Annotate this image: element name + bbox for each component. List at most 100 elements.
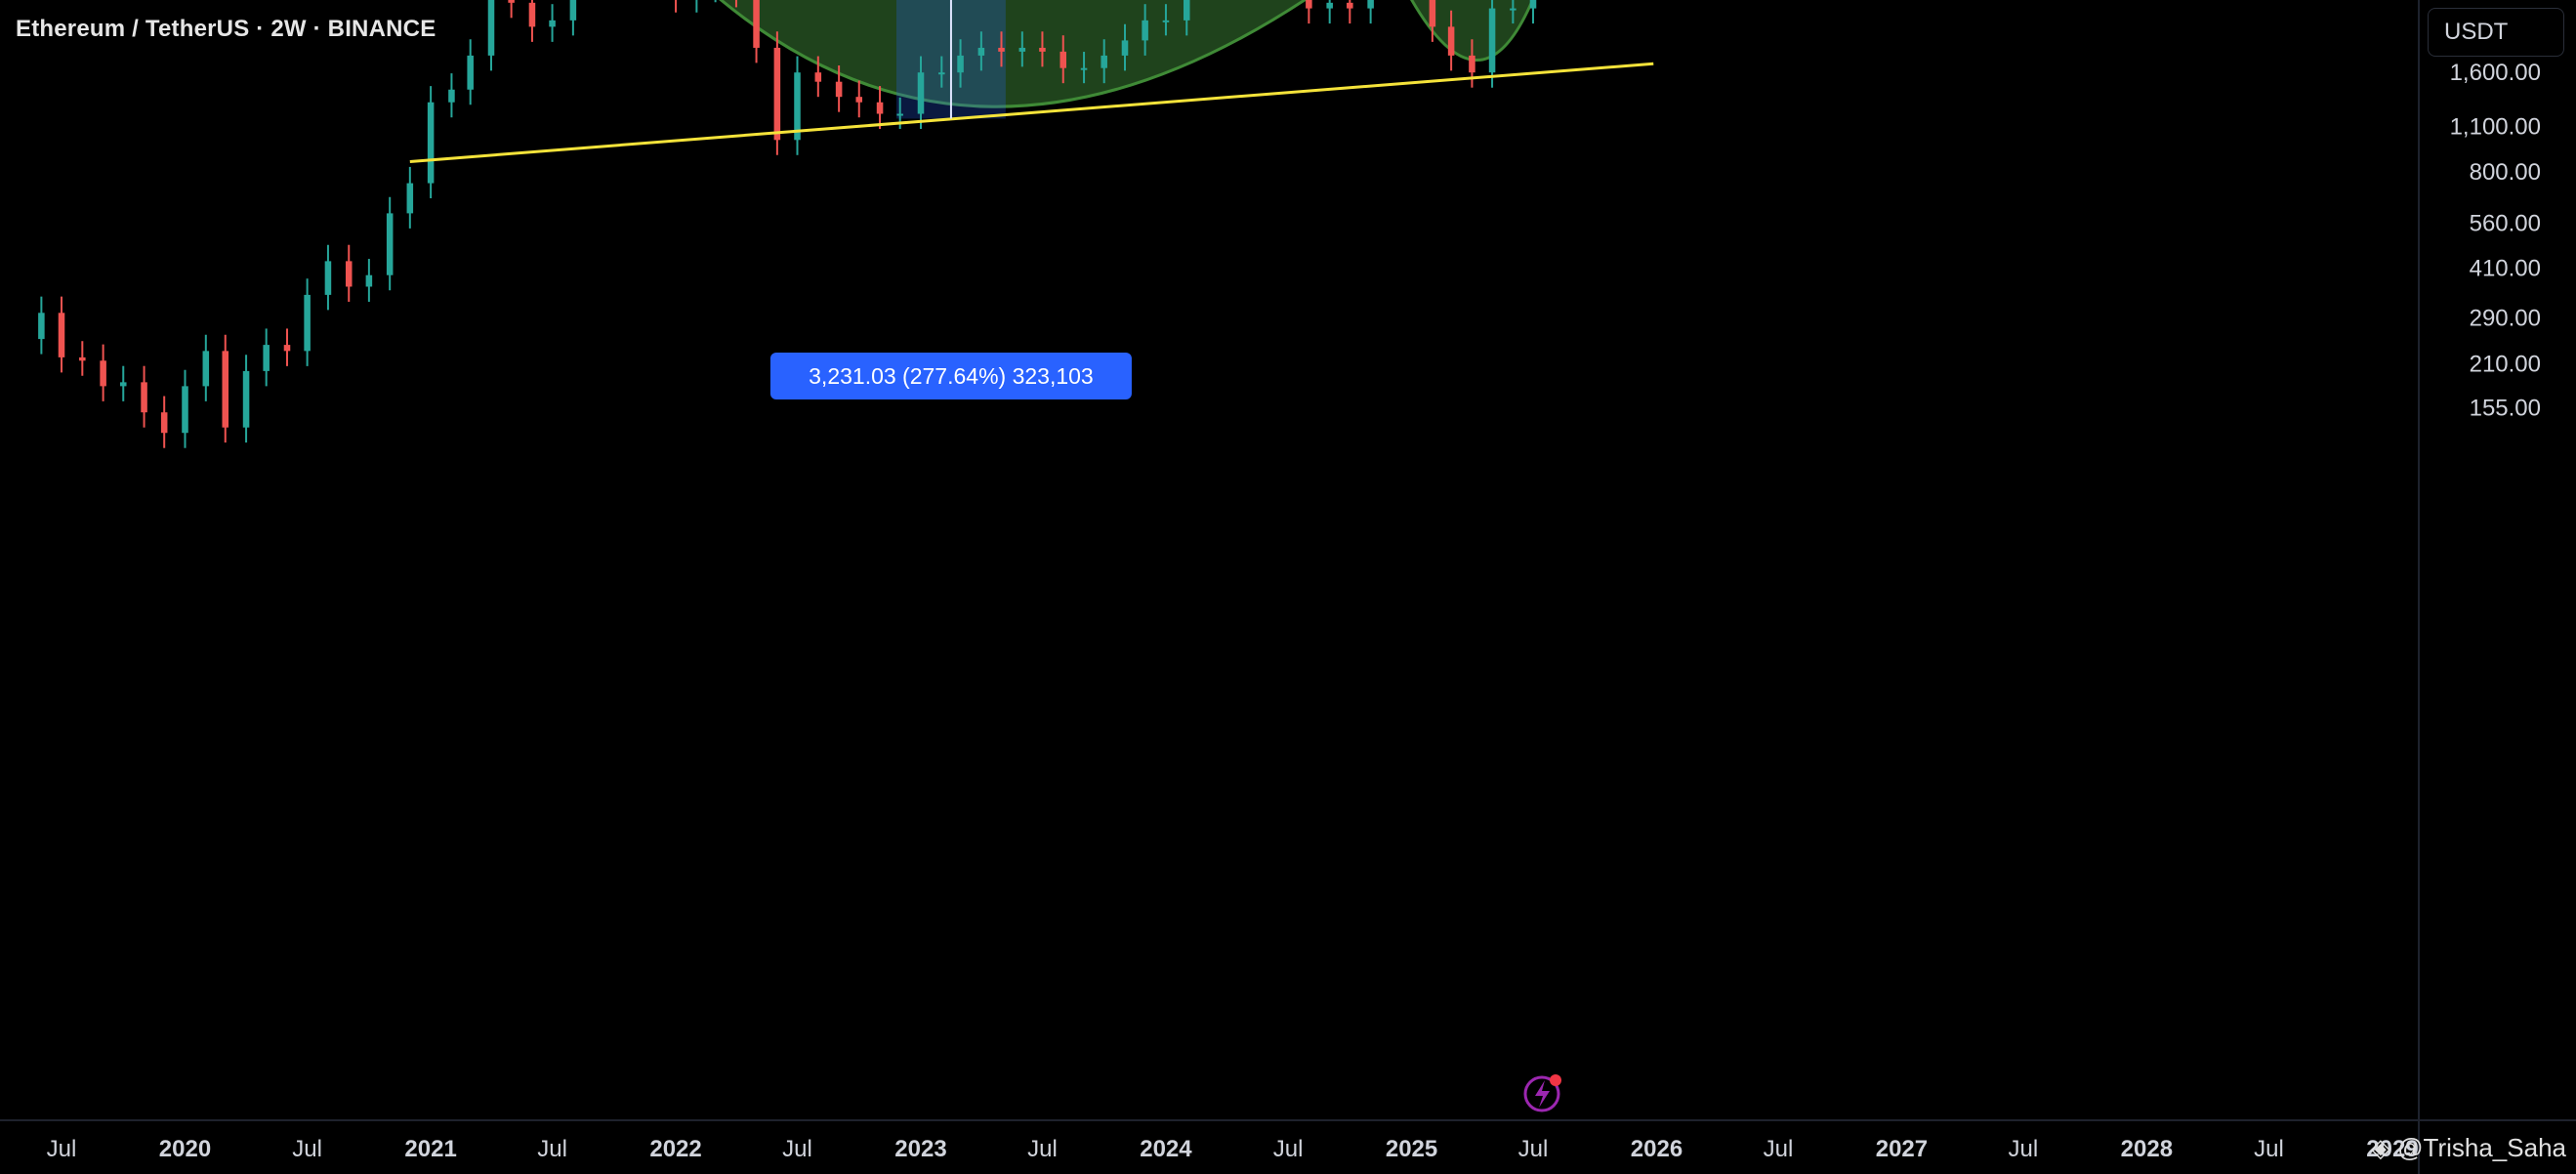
candle-body <box>917 72 925 114</box>
candle <box>773 31 781 155</box>
candle-body <box>876 102 884 114</box>
candle-body <box>1039 47 1046 52</box>
x-tick-label: 2024 <box>1140 1136 1192 1162</box>
candle-body <box>386 213 394 275</box>
y-tick-label: 1,100.00 <box>2450 113 2541 140</box>
candle <box>938 56 945 88</box>
measure-label: 3,231.03 (277.64%) 323,103 <box>809 363 1094 389</box>
candle <box>202 334 210 401</box>
candle <box>1367 0 1374 24</box>
candle <box>753 0 760 63</box>
candle <box>1183 0 1190 36</box>
candle <box>467 39 474 105</box>
candle <box>345 244 353 302</box>
candle <box>675 0 678 13</box>
candle <box>569 0 577 36</box>
candle-body <box>1367 0 1374 9</box>
candle <box>794 56 801 155</box>
candle-body <box>1162 20 1170 22</box>
candle-body <box>38 313 45 340</box>
author-name: @Trisha_Saha <box>2397 1133 2566 1162</box>
candle <box>528 0 536 42</box>
candle <box>1429 0 1436 42</box>
candle-body <box>1447 26 1455 56</box>
candle <box>160 396 168 448</box>
x-tick-label: 2022 <box>649 1136 701 1162</box>
y-tick-label: 800.00 <box>2470 159 2541 186</box>
candle-body <box>365 274 373 287</box>
candle <box>365 259 373 302</box>
price-axis-divider <box>2418 0 2420 1174</box>
candle <box>508 0 515 19</box>
x-tick-label: 2025 <box>1386 1136 1437 1162</box>
candle <box>1018 31 1026 67</box>
y-tick-label: 560.00 <box>2470 211 2541 237</box>
candle <box>79 341 86 376</box>
candle-body <box>427 102 435 184</box>
candle <box>38 296 45 355</box>
replay-icon[interactable] <box>1523 1074 1561 1112</box>
candle-body <box>855 97 863 103</box>
candle <box>386 196 394 291</box>
candle <box>487 0 495 71</box>
y-tick-label: 155.00 <box>2470 395 2541 421</box>
candle <box>876 86 884 129</box>
candle-body <box>938 72 945 75</box>
x-tick-label: Jul <box>1273 1136 1304 1162</box>
author-watermark: ◈ @Trisha_Saha <box>2371 1133 2566 1163</box>
candle-body <box>1121 40 1129 56</box>
candle <box>917 56 925 129</box>
candle <box>58 296 65 373</box>
candle-body <box>1080 67 1088 70</box>
x-tick-label: Jul <box>1518 1136 1549 1162</box>
candle-body <box>222 351 229 428</box>
candle <box>304 278 311 366</box>
candle <box>1039 31 1046 67</box>
candle-body <box>100 360 106 387</box>
candle <box>998 31 1005 67</box>
candle <box>1326 0 1333 24</box>
candle <box>855 80 863 118</box>
candle-body <box>304 294 311 352</box>
candle-body <box>1326 2 1333 9</box>
candle <box>242 355 250 443</box>
candle <box>695 0 698 13</box>
x-tick-label: Jul <box>782 1136 812 1162</box>
x-tick-label: 2021 <box>404 1136 456 1162</box>
candle <box>1447 10 1455 71</box>
overlay-layer: 3,231.03 (277.64%) 323,103 <box>769 0 1132 399</box>
candle <box>549 4 556 42</box>
candle <box>324 244 332 311</box>
candle <box>1510 0 1517 24</box>
candle-body <box>283 345 291 352</box>
candle-body <box>448 89 455 103</box>
measure-label-box <box>769 353 1132 399</box>
x-tick-label: Jul <box>2254 1136 2284 1162</box>
chart-title: Ethereum / TetherUS · 2W · BINANCE <box>16 16 436 42</box>
candle <box>222 334 229 443</box>
candle <box>957 39 964 88</box>
x-tick-label: Jul <box>292 1136 322 1162</box>
candle-body <box>549 20 556 27</box>
candle <box>1469 39 1475 88</box>
candle-body <box>324 261 332 295</box>
currency-button[interactable]: USDT <box>2428 8 2564 57</box>
candle <box>1059 35 1067 84</box>
candle-body <box>1529 0 1537 9</box>
candle-body <box>773 47 781 141</box>
candle <box>1488 0 1496 88</box>
candle-body <box>1018 47 1026 52</box>
x-tick-label: 2029 <box>2366 1136 2418 1162</box>
x-tick-label: Jul <box>1027 1136 1058 1162</box>
candle <box>1306 0 1312 24</box>
candle <box>141 365 147 428</box>
x-tick-label: Jul <box>47 1136 77 1162</box>
candle <box>448 73 455 118</box>
candle-body <box>1429 0 1436 27</box>
candle-body <box>242 370 250 428</box>
candle-body <box>528 2 536 27</box>
candle-body <box>835 81 843 98</box>
candle-body <box>467 55 474 90</box>
candle-body <box>119 382 127 387</box>
